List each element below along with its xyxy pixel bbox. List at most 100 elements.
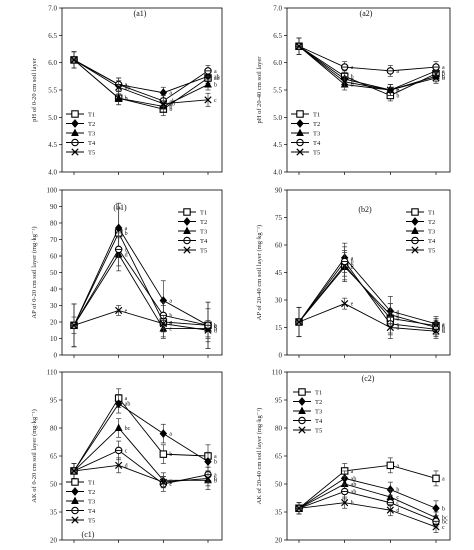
significance-letter: c <box>125 448 128 454</box>
legend-entry: T2 <box>88 489 95 496</box>
significance-letter: c <box>214 98 217 104</box>
series-line <box>298 266 437 328</box>
series-line <box>298 260 437 330</box>
series-t5: edd <box>70 305 217 339</box>
data-point-marker <box>432 74 440 82</box>
legend-entry: T4 <box>313 140 321 147</box>
legend-marker <box>183 208 191 216</box>
legend-entry: T3 <box>200 228 207 235</box>
y-tick-label: 110 <box>47 369 58 377</box>
y-tick-label: 20 <box>275 537 283 545</box>
significance-letter: b <box>351 80 354 86</box>
legend-marker <box>411 226 419 235</box>
legend-entry: T1 <box>313 111 320 118</box>
data-point-marker <box>432 503 440 513</box>
data-point-marker <box>204 80 212 88</box>
series-t5: d c b <box>70 457 217 489</box>
data-point-marker <box>159 429 168 439</box>
significance-letter: a <box>442 69 445 75</box>
significance-letter: b <box>396 88 399 94</box>
legend-entry: T5 <box>200 247 207 254</box>
series-line <box>73 449 209 485</box>
y-tick-label: 6.0 <box>48 59 57 67</box>
data-point-marker <box>432 523 440 531</box>
legend-entry: T2 <box>88 121 95 128</box>
panel-title: (a1) <box>134 9 147 18</box>
data-point-marker <box>159 320 167 328</box>
chart-panel-b2: 0 15 30 45 60 75 90 AP of 20-40 cm soil layer (… <box>256 187 451 360</box>
legend-marker <box>296 119 304 128</box>
y-tick-label: 60 <box>275 242 283 250</box>
significance-letter: b <box>396 93 399 99</box>
legend-marker <box>71 487 79 496</box>
y-tick-label: 70 <box>50 236 58 244</box>
y-tick-label: 30 <box>275 297 283 305</box>
significance-letter: a <box>214 454 217 460</box>
panel-title: (c2) <box>362 374 375 383</box>
significance-letter: b <box>351 501 354 507</box>
data-point-marker <box>386 86 394 94</box>
data-point-marker <box>341 78 349 86</box>
series-t3: ab c bc <box>295 476 448 524</box>
y-tick-label: 4.0 <box>273 169 282 177</box>
significance-letter: d <box>442 329 445 335</box>
significance-letter: b <box>214 478 217 484</box>
significance-letter: b <box>125 231 128 237</box>
legend-entry: T4 <box>200 238 208 245</box>
significance-letter: a <box>442 324 445 330</box>
significance-letter: ab <box>351 489 357 495</box>
data-point-marker <box>159 100 167 108</box>
legend: T1 T2 T3 T4 T5 <box>66 110 96 156</box>
significance-letter: a <box>396 309 399 315</box>
legend-entry: T3 <box>313 130 320 137</box>
legend: T1 T2 T3 T4 T5 <box>291 110 321 156</box>
significance-letter: e <box>125 308 128 314</box>
legend-entry: T5 <box>313 149 320 156</box>
series-line <box>73 309 209 331</box>
significance-letter: b <box>169 313 172 319</box>
data-point-marker <box>70 321 78 329</box>
significance-letter: b <box>169 107 172 113</box>
y-axis-label: pH of 20-40 cm soil layer <box>256 56 263 124</box>
data-point-marker <box>159 478 167 486</box>
y-tick-label: 6.5 <box>273 32 282 40</box>
y-tick-label: 15 <box>275 324 283 332</box>
significance-letter: bc <box>442 519 448 525</box>
significance-letter: bc <box>125 426 131 432</box>
series-line <box>73 397 209 472</box>
series-t3: de b <box>70 237 217 348</box>
legend-entry: T3 <box>88 498 95 505</box>
significance-letter: a <box>169 432 172 438</box>
significance-letter: b <box>351 83 354 89</box>
y-tick-label: 4.5 <box>48 141 57 149</box>
legend-entry: T4 <box>88 140 96 147</box>
chart-panel-b1: 0 10 20 30 40 50 60 70 80 90 100 AP of 0-20 cm soil… <box>31 187 223 360</box>
chart-panel-a2: 4.0 4.5 5.0 5.5 6.0 6.5 7.0 pH of 20-40 cm soil… <box>256 5 451 177</box>
legend-entry: T4 <box>88 508 96 515</box>
y-tick-label: 80 <box>50 425 58 433</box>
legend: T1 T2 T3 T4 T5 <box>178 208 208 254</box>
data-point-marker <box>341 300 349 308</box>
series-line <box>73 403 209 472</box>
series-line <box>73 59 209 105</box>
legend-entry: T2 <box>428 219 435 226</box>
panel-title: (b1) <box>113 203 127 212</box>
y-tick-label: 35 <box>275 509 283 517</box>
series-line <box>298 490 437 522</box>
y-tick-label: 40 <box>50 286 58 294</box>
significance-letter: a <box>169 91 172 97</box>
y-tick-label: 0 <box>54 352 58 360</box>
significance-letter: a <box>442 65 445 71</box>
legend-entry: T2 <box>200 219 207 226</box>
series-t1: bca <box>70 207 217 349</box>
significance-letter: e <box>351 302 354 308</box>
series-line <box>298 264 437 327</box>
significance-letter: b <box>351 74 354 80</box>
legend-marker <box>183 226 191 235</box>
significance-letter: b <box>442 506 445 512</box>
series-t5: edd <box>295 297 445 339</box>
significance-letter: c <box>396 495 399 501</box>
significance-letter: c <box>442 327 445 333</box>
